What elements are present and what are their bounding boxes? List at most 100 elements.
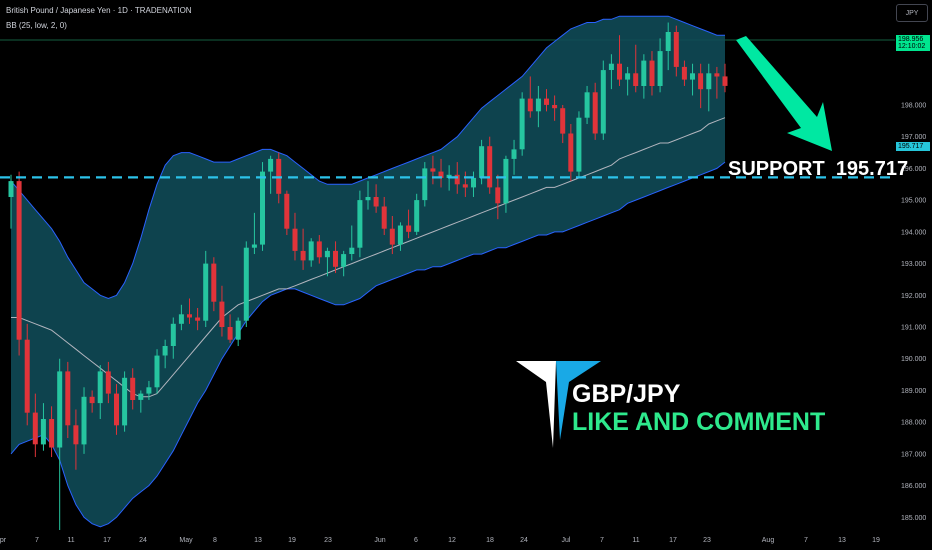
- candle: [97, 365, 103, 419]
- candle-body: [471, 177, 476, 188]
- candle-body: [560, 108, 566, 134]
- candle-body: [227, 327, 233, 340]
- candle-body: [454, 174, 460, 185]
- candle-body: [49, 419, 55, 448]
- candle-body: [268, 158, 274, 172]
- candle: [268, 155, 274, 194]
- candle-body: [178, 314, 184, 324]
- support-label: SUPPORT: [728, 158, 825, 180]
- candle: [665, 22, 671, 71]
- candle: [584, 85, 590, 125]
- candle-body: [308, 241, 314, 261]
- candle-body: [535, 98, 541, 112]
- candle-body: [333, 250, 338, 267]
- candle-body: [584, 92, 590, 118]
- candle-body: [673, 32, 679, 67]
- candle: [625, 66, 631, 96]
- candle-body: [341, 254, 347, 267]
- candle-body: [665, 32, 671, 51]
- candle-body: [24, 339, 30, 413]
- candle-body: [365, 197, 371, 201]
- candle-body: [8, 181, 14, 197]
- candle: [714, 66, 720, 99]
- y-tick-label: 193.000: [901, 261, 926, 268]
- candle: [316, 235, 322, 264]
- indicator-legend[interactable]: BB (25, low, 2, 0): [6, 21, 67, 30]
- candle: [487, 136, 493, 194]
- candle-body: [260, 171, 265, 245]
- x-tick-label: 13: [254, 537, 262, 544]
- candle: [235, 317, 241, 347]
- x-tick-label: Jun: [374, 537, 385, 544]
- candle: [251, 212, 257, 255]
- candle: [414, 193, 420, 236]
- candle: [300, 228, 306, 270]
- candle: [333, 241, 338, 274]
- x-tick-label: 8: [213, 537, 217, 544]
- y-tick-label: 198.000: [901, 103, 926, 110]
- candle: [284, 190, 290, 236]
- candle-body: [422, 168, 428, 201]
- candle: [219, 285, 225, 337]
- candle-body: [40, 419, 46, 445]
- candle: [633, 44, 639, 93]
- candle: [211, 257, 217, 312]
- candle-body: [219, 301, 225, 327]
- candle: [495, 174, 501, 220]
- candle: [649, 51, 655, 96]
- candle-body: [389, 228, 395, 245]
- candle-body: [487, 146, 493, 188]
- x-tick-label: 18: [486, 537, 494, 544]
- candle-body: [73, 425, 79, 445]
- x-tick-label: 24: [139, 537, 147, 544]
- y-tick-label: 196.000: [901, 166, 926, 173]
- candle: [560, 104, 566, 144]
- candle-body: [592, 92, 598, 134]
- candle-body: [706, 73, 712, 90]
- candle: [138, 390, 144, 413]
- candle-body: [170, 323, 176, 346]
- candle-body: [122, 377, 128, 426]
- candle-body: [714, 73, 720, 77]
- candle: [438, 158, 444, 188]
- candle: [365, 181, 371, 210]
- candle-body: [300, 250, 306, 261]
- time-axis[interactable]: pr 7 11 17 24 May 8 13 19 23 Jun 6 12 18 24 Jul 7 11 17 23 A…: [0, 537, 880, 544]
- candle-body: [617, 63, 622, 80]
- candle: [641, 54, 647, 99]
- currency-button[interactable]: JPY: [896, 4, 928, 22]
- candle: [40, 403, 46, 451]
- candle-body: [722, 76, 728, 86]
- candle-body: [698, 73, 704, 90]
- candle: [397, 222, 403, 251]
- y-tick-label: 195.000: [901, 198, 926, 205]
- candle: [503, 155, 509, 213]
- candle-body: [479, 146, 485, 178]
- candle: [146, 380, 152, 400]
- price-axis[interactable]: 198.000 197.000 196.000 195.000 194.000 193.0…: [901, 103, 926, 522]
- x-tick-label: 11: [67, 537, 74, 544]
- candle-body: [195, 317, 201, 321]
- arrow-icon: [736, 36, 832, 151]
- y-tick-label: 190.000: [901, 356, 926, 363]
- x-tick-label: Jul: [562, 537, 571, 544]
- chart-title: British Pound / Japanese Yen · 1D · TRAD…: [6, 6, 192, 15]
- candle: [422, 162, 428, 207]
- candle: [324, 247, 330, 277]
- candle: [24, 323, 30, 426]
- y-tick-label: 191.000: [901, 325, 926, 332]
- support-price-badge: 195.717: [896, 142, 930, 151]
- candle: [130, 368, 136, 410]
- candle: [373, 184, 379, 213]
- x-tick-label: May: [179, 537, 193, 544]
- candle-body: [81, 396, 87, 445]
- candle-body: [414, 200, 420, 232]
- candle: [170, 317, 176, 359]
- candle: [657, 38, 663, 93]
- candle-body: [324, 250, 330, 258]
- candle: [552, 95, 558, 121]
- candle: [519, 92, 525, 156]
- candle: [32, 393, 38, 458]
- candle: [690, 63, 695, 96]
